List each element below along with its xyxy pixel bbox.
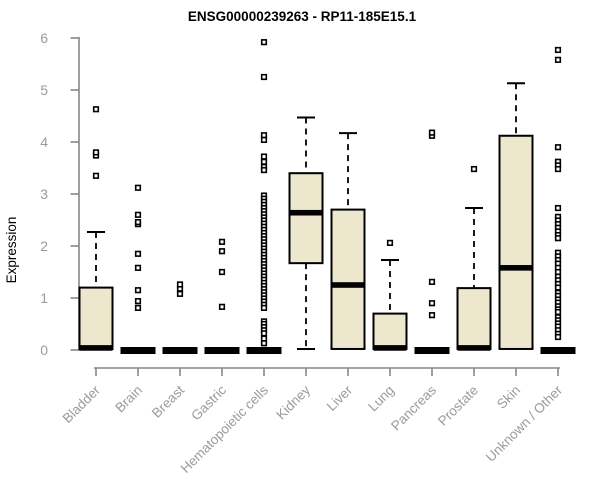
outlier-point bbox=[218, 268, 226, 276]
y-tick-label: 6 bbox=[40, 30, 48, 46]
box-liver bbox=[330, 132, 366, 350]
outlier-point bbox=[134, 304, 142, 311]
median-line bbox=[373, 345, 407, 351]
outlier-point bbox=[260, 136, 268, 144]
outlier-point bbox=[260, 153, 268, 160]
x-tick-label: Gastric bbox=[188, 382, 229, 423]
median-line bbox=[79, 345, 113, 351]
outlier-point bbox=[386, 239, 394, 246]
x-tick-label: Brain bbox=[112, 383, 145, 416]
x-tick-label: Kidney bbox=[273, 382, 313, 422]
y-tick-label: 0 bbox=[40, 342, 48, 358]
outlier-point bbox=[134, 250, 142, 257]
x-tick-label: Skin bbox=[494, 383, 523, 412]
iqr-box bbox=[330, 208, 366, 350]
iqr-box bbox=[498, 134, 534, 350]
y-tick-label: 1 bbox=[40, 290, 48, 306]
outlier-point bbox=[134, 184, 142, 191]
outlier-point bbox=[92, 172, 100, 179]
outlier-point bbox=[260, 158, 268, 165]
iqr-box bbox=[372, 312, 408, 350]
x-tick-label: Pancreas bbox=[388, 382, 439, 433]
outlier-point bbox=[260, 39, 268, 46]
y-tick-label: 5 bbox=[40, 82, 48, 98]
outlier-point bbox=[428, 300, 436, 307]
outlier-point bbox=[428, 129, 436, 136]
outlier-point bbox=[218, 238, 226, 245]
chart-title: ENSG00000239263 - RP11-185E15.1 bbox=[188, 9, 417, 24]
x-tick-label: Breast bbox=[149, 382, 187, 420]
outlier-point bbox=[554, 333, 562, 341]
outlier-point bbox=[428, 278, 436, 285]
median-line bbox=[331, 282, 365, 288]
outlier-point bbox=[134, 298, 142, 305]
outlier-point bbox=[92, 106, 100, 113]
x-tick-label: Liver bbox=[324, 382, 356, 414]
median-line bbox=[120, 347, 156, 354]
outlier-point bbox=[554, 235, 562, 242]
outlier-point bbox=[470, 165, 478, 173]
y-axis-title: Expression bbox=[4, 217, 19, 284]
outlier-point bbox=[134, 218, 142, 226]
box-hematopoietic-cells bbox=[246, 39, 282, 354]
box-kidney bbox=[288, 116, 324, 350]
outlier-point bbox=[554, 165, 562, 173]
box-brain bbox=[120, 184, 156, 354]
y-tick-label: 4 bbox=[40, 134, 48, 150]
box-prostate bbox=[456, 165, 492, 351]
outlier-point bbox=[554, 46, 562, 54]
outlier-point bbox=[260, 73, 268, 81]
median-line bbox=[289, 209, 323, 216]
outlier-point bbox=[428, 312, 436, 319]
median-line bbox=[457, 345, 491, 351]
median-line bbox=[414, 347, 450, 354]
outlier-point bbox=[134, 287, 142, 294]
outlier-point bbox=[554, 284, 562, 291]
y-tick-label: 2 bbox=[40, 238, 48, 254]
median-line bbox=[204, 347, 240, 354]
outlier-point bbox=[554, 144, 562, 151]
outlier-point bbox=[134, 264, 142, 271]
median-line bbox=[499, 265, 533, 271]
iqr-box bbox=[288, 172, 324, 265]
median-line bbox=[246, 347, 282, 354]
outlier-point bbox=[260, 166, 268, 174]
median-line bbox=[162, 347, 198, 354]
outlier-point bbox=[260, 330, 268, 337]
outlier-point bbox=[218, 303, 226, 310]
outlier-point bbox=[260, 304, 268, 311]
box-series bbox=[78, 39, 576, 354]
outlier-point bbox=[554, 56, 562, 63]
median-line bbox=[540, 347, 576, 354]
box-breast bbox=[162, 281, 198, 354]
y-tick-label: 3 bbox=[40, 186, 48, 202]
outlier-point bbox=[554, 308, 562, 316]
box-bladder bbox=[78, 106, 114, 351]
outlier-point bbox=[134, 211, 142, 218]
outlier-point bbox=[92, 149, 100, 156]
box-unknown-other bbox=[540, 46, 576, 354]
outlier-point bbox=[554, 204, 562, 212]
box-lung bbox=[372, 239, 408, 351]
x-tick-label: Bladder bbox=[60, 382, 104, 426]
x-tick-label: Prostate bbox=[435, 383, 481, 429]
box-gastric bbox=[204, 238, 240, 354]
iqr-box bbox=[456, 287, 492, 350]
x-tick-label: Lung bbox=[365, 383, 397, 415]
outlier-point bbox=[218, 248, 226, 255]
iqr-box bbox=[78, 286, 114, 350]
box-pancreas bbox=[414, 129, 450, 354]
outlier-point bbox=[176, 290, 184, 297]
x-tick-label: Unknown / Other bbox=[483, 382, 566, 465]
box-skin bbox=[498, 82, 534, 350]
outlier-point bbox=[260, 340, 268, 347]
outlier-point bbox=[176, 281, 184, 288]
